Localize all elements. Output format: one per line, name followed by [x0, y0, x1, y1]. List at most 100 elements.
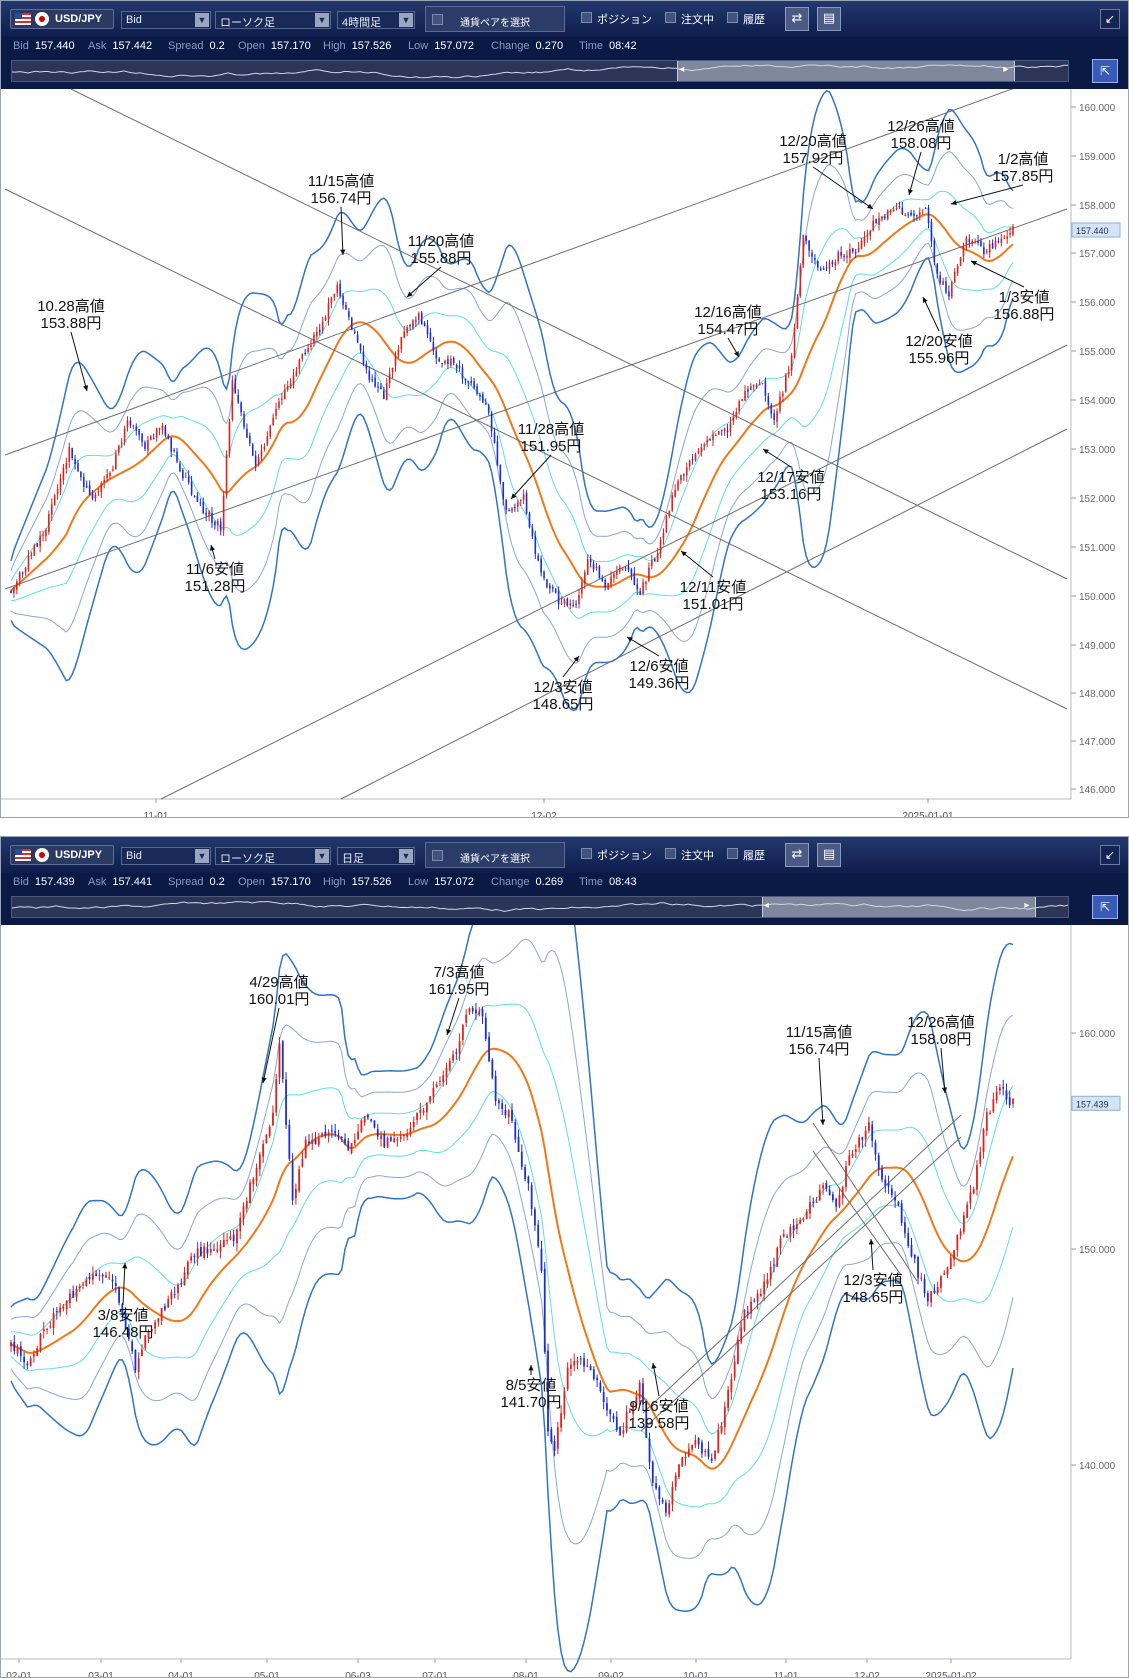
handle-left-icon[interactable]: ◂	[679, 64, 685, 75]
position-toggle[interactable]: ポジション	[581, 11, 661, 26]
range-navigator[interactable]: ◂ ▸	[11, 60, 1069, 82]
expand-icon[interactable]: ⇱	[1092, 59, 1118, 83]
candle-body	[491, 1059, 494, 1078]
candle-body	[563, 599, 566, 603]
candle-body	[628, 1411, 631, 1413]
currency-pair-badge[interactable]: USD/JPY	[10, 9, 114, 29]
candle-body	[501, 1103, 504, 1110]
japan-flag-icon	[35, 848, 49, 862]
select-pair-button[interactable]: 通貨ペアを選択	[425, 6, 565, 32]
candle-body	[943, 1273, 946, 1275]
candle-body	[39, 535, 41, 547]
price-type-select[interactable]: Bid ▼	[121, 847, 211, 865]
history-toggle[interactable]: 履歴	[727, 11, 777, 26]
candle-body	[648, 1438, 651, 1463]
candle-body	[350, 1143, 353, 1154]
navigator-selection[interactable]	[761, 897, 1037, 917]
candle-body	[746, 1311, 749, 1314]
handle-right-icon[interactable]: ▸	[1003, 64, 1009, 75]
us-flag-icon	[15, 13, 31, 25]
candle-body	[65, 1300, 68, 1310]
candle-body	[936, 1287, 939, 1293]
candle-body	[91, 1273, 94, 1280]
annotation-date: 12/26高値	[887, 118, 955, 135]
candle-body	[304, 1139, 307, 1158]
candle-body	[615, 1416, 618, 1430]
timeframe-select[interactable]: 4時間足 ▼	[337, 11, 415, 29]
arrowhead-icon	[941, 1087, 948, 1093]
candle-body	[150, 1329, 153, 1331]
chart-type-select[interactable]: ローソク足 ▼	[215, 847, 331, 865]
candle-body	[18, 572, 21, 581]
candle-body	[871, 1124, 874, 1141]
candle-body	[394, 355, 397, 366]
candle-body	[164, 425, 167, 436]
candle-body	[490, 413, 493, 432]
navigator-row: ◂ ▸ ⇱	[1, 55, 1128, 89]
handle-left-icon[interactable]: ◂	[763, 900, 769, 911]
chart-area[interactable]: 160.000 150.000 140.000 02-01 03-01 04-01 05-0…	[1, 925, 1128, 1677]
orders-toggle[interactable]: 注文中	[665, 847, 723, 862]
candle-body	[522, 494, 525, 500]
candle-body	[258, 1154, 261, 1170]
chevron-down-icon: ▼	[399, 849, 413, 863]
refresh-icon[interactable]: ⇄	[785, 7, 809, 31]
candle-body	[881, 1167, 883, 1180]
quote-change: Change 0.269	[491, 876, 563, 888]
candle-body	[412, 1122, 415, 1127]
candle-body	[889, 210, 892, 213]
collapse-icon[interactable]: ↙	[1100, 845, 1120, 865]
candle-body	[642, 582, 644, 595]
candle-body	[496, 441, 499, 466]
candle-body	[52, 1313, 55, 1328]
candle-body	[144, 442, 146, 449]
handle-right-icon[interactable]: ▸	[1024, 900, 1030, 911]
candle-body	[828, 262, 831, 269]
chart-type-select[interactable]: ローソク足 ▼	[215, 11, 331, 29]
price-type-select[interactable]: Bid ▼	[121, 11, 211, 29]
annotation-date: 8/5安値	[506, 1377, 557, 1394]
label: Bid	[13, 876, 29, 888]
orders-toggle[interactable]: 注文中	[665, 11, 723, 26]
candle-body	[753, 1300, 756, 1302]
expand-icon[interactable]: ⇱	[1092, 895, 1118, 919]
candle-body	[135, 426, 138, 431]
label: Time	[579, 876, 604, 888]
refresh-icon[interactable]: ⇄	[785, 843, 809, 867]
candle-body	[85, 1279, 88, 1286]
band-upper-1	[10, 190, 1014, 581]
candle-body	[531, 527, 534, 537]
currency-pair-badge[interactable]: USD/JPY	[10, 845, 114, 865]
candle-body	[1008, 1097, 1011, 1106]
candle-body	[907, 1233, 910, 1247]
toolbar-top-row: USD/JPY Bid ▼ ローソク足 ▼ 日足 ▼ 通貨ペアを選択 ポジション 注文…	[1, 837, 1128, 873]
window-icon[interactable]: ▤	[817, 7, 841, 31]
candle-body	[285, 1079, 287, 1125]
history-toggle[interactable]: 履歴	[727, 847, 777, 862]
candle-body	[368, 370, 371, 380]
candle-body	[399, 1136, 402, 1139]
select-pair-button[interactable]: 通貨ペアを選択	[425, 842, 565, 868]
timeframe-select[interactable]: 日足 ▼	[337, 847, 415, 865]
candle-body	[423, 322, 426, 327]
range-navigator[interactable]: ◂ ▸	[11, 896, 1069, 918]
chart-area[interactable]: 160.000 159.000 158.000 157.000 156.000 155.0…	[1, 89, 1128, 817]
candle-body	[353, 331, 356, 334]
window-icon[interactable]: ▤	[817, 843, 841, 867]
candle-body	[88, 1276, 91, 1280]
x-tick-label: 2025-01-01	[902, 811, 954, 817]
position-toggle[interactable]: ポジション	[581, 847, 661, 862]
current-price-label: 157.440	[1076, 226, 1109, 236]
candle-body	[551, 587, 554, 589]
candle-body	[563, 1391, 566, 1415]
candle-body	[389, 1137, 392, 1141]
annotation-arrow	[70, 331, 88, 392]
candle-body	[530, 1185, 533, 1210]
collapse-icon[interactable]: ↙	[1100, 9, 1120, 29]
candle-body	[442, 1075, 445, 1082]
candle-body	[802, 235, 805, 265]
candle-body	[406, 1134, 409, 1137]
candle-body	[940, 1275, 942, 1288]
